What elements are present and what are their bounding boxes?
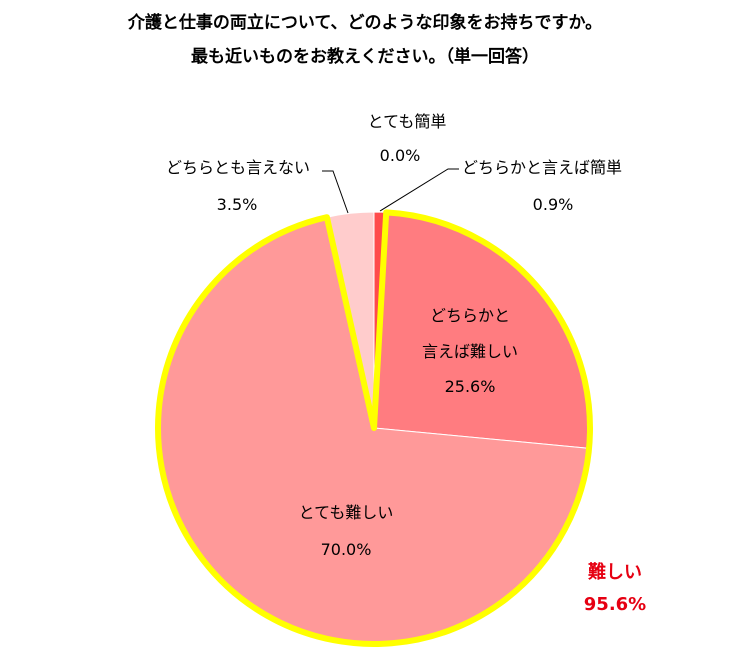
value-label-very-difficult: 70.0%: [320, 540, 372, 559]
value-label-neither: 3.5%: [216, 195, 258, 214]
chart-title: 介護と仕事の両立について、どのような印象をお持ちですか。: [127, 13, 603, 33]
chart-title-block: 介護と仕事の両立について、どのような印象をお持ちですか。 最も近いものをお教えく…: [0, 6, 730, 74]
chart-subtitle: 最も近いものをお教えください。（単一回答）: [191, 47, 539, 67]
difficult-outline: [155, 209, 593, 647]
pie-slice-somewhat-difficult: [373, 211, 591, 449]
highlight-value: 95.6%: [583, 594, 647, 615]
slice-label-somewhat-difficult-1: どちらかと: [429, 306, 511, 325]
slice-label-somewhat-difficult-2: 言えば難しい: [421, 342, 519, 361]
leader-line-neither: [322, 170, 349, 214]
slice-label-somewhat-easy: どちらかと言えば簡単: [462, 158, 623, 177]
slice-label-very-easy: とても簡単: [367, 112, 447, 131]
highlight-label: 難しい: [588, 562, 642, 583]
value-label-somewhat-difficult: 25.6%: [444, 377, 496, 396]
slice-label-neither: どちらとも言えない: [165, 158, 311, 177]
leader-line-somewhat-easy: [379, 168, 459, 212]
value-label-very-easy: 0.0%: [379, 146, 421, 165]
slice-label-very-difficult: とても難しい: [298, 503, 394, 522]
value-label-somewhat-easy: 0.9%: [532, 195, 574, 214]
